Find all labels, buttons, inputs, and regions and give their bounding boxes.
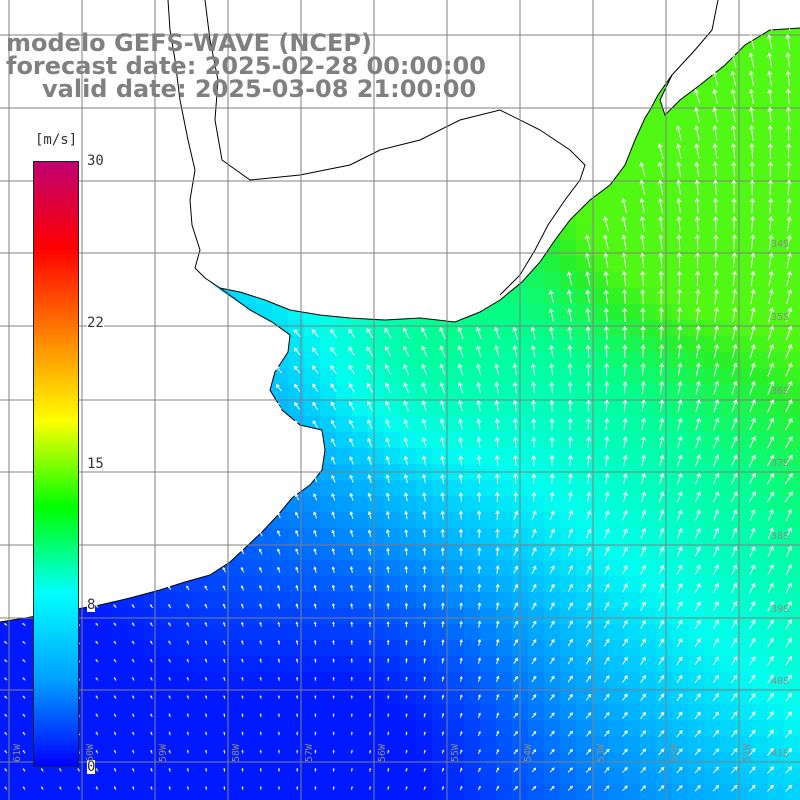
lon-label-55w: 55W bbox=[450, 743, 461, 762]
lat-label-36s: 36S bbox=[771, 386, 790, 397]
colorbar bbox=[33, 161, 79, 767]
colorbar-tick-22: 22 bbox=[87, 314, 104, 331]
lon-label-61w: 61W bbox=[12, 743, 23, 762]
colorbar-unit: [m/s] bbox=[33, 132, 80, 148]
title-forecast-date: forecast date: 2025-02-28 00:00:00 bbox=[6, 52, 486, 80]
colorbar-tick-8: 8 bbox=[87, 597, 96, 614]
wind-direction-arrows bbox=[4, 15, 793, 792]
lon-label-57w: 57W bbox=[304, 743, 315, 762]
colorbar-tick-15: 15 bbox=[87, 456, 104, 472]
colorbar-tick-30: 30 bbox=[87, 153, 104, 169]
lon-label-59w: 59W bbox=[158, 743, 169, 762]
lon-label-56w: 56W bbox=[377, 743, 388, 762]
lon-label-54w: 54W bbox=[523, 743, 534, 762]
title-model: modelo GEFS-WAVE (NCEP) bbox=[6, 29, 372, 57]
lon-label-52w: 52W bbox=[669, 743, 680, 762]
lon-label-51w: 51W bbox=[742, 743, 753, 762]
lat-label-40s: 40S bbox=[771, 676, 790, 687]
lat-label-41s: 41S bbox=[771, 748, 790, 759]
lon-label-58w: 58W bbox=[231, 743, 242, 762]
lon-label-60w: 60W bbox=[85, 743, 96, 762]
lat-label-39s: 39S bbox=[771, 604, 790, 615]
lon-label-53w: 53W bbox=[596, 743, 607, 762]
title-valid-date: valid date: 2025-03-08 21:00:00 bbox=[42, 75, 477, 103]
lat-label-34s: 34S bbox=[771, 239, 790, 250]
lat-label-35s: 35S bbox=[771, 312, 790, 323]
lat-label-38s: 38S bbox=[771, 531, 790, 542]
colorbar-tick-0: 0 bbox=[87, 759, 96, 775]
lat-label-37s: 37S bbox=[771, 458, 790, 469]
